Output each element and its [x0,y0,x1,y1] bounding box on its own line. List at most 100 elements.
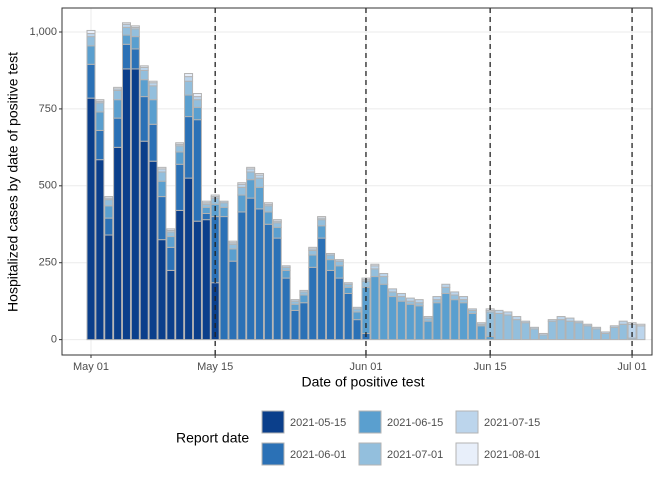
bar-segment [299,294,309,304]
bar-segment [325,269,335,341]
bar-segment [370,268,380,278]
bar-segment [104,217,114,236]
bar-segment [343,292,353,341]
bar-segment [228,240,238,244]
bar-segment [148,99,158,125]
bar-segment [334,260,344,267]
bar-segment [325,259,335,271]
bar-segment [396,300,406,341]
bar-segment [157,180,167,198]
bar-segment [583,325,593,341]
bar-segment [166,236,176,248]
bar-segment [388,288,398,293]
bar-segment [130,36,140,50]
bar-segment [556,316,566,321]
bar-segment [334,265,344,279]
legend-key [455,410,479,434]
bar-segment [308,246,318,250]
bar-segment [379,276,389,285]
bar-segment [95,111,105,131]
bar-segment [343,282,353,285]
legend-label: 2021-08-01 [484,449,540,461]
bar-segment [299,289,309,293]
bar-segment [308,249,318,256]
bar-segment [95,129,105,161]
bar-segment [255,177,265,188]
bar-segment [246,197,256,341]
bar-segment [299,302,309,341]
bar-segment [166,269,176,341]
bar-segment [263,223,273,341]
bar-segment [263,202,273,205]
bar-segment [600,332,610,341]
bar-segment [104,196,114,199]
bar-segment [86,45,96,65]
bar-segment [476,325,486,341]
bar-segment [139,65,149,68]
bar-segment [476,322,486,325]
bar-segment [219,202,229,208]
bar-segment [272,222,282,228]
x-axis-title: Date of positive test [302,374,425,390]
bar-segment [512,319,522,341]
bar-segment [317,237,327,341]
bar-segment [441,286,451,294]
bar-segment [166,246,176,271]
bar-segment [201,212,211,221]
bar-segment [450,299,460,341]
legend-label: 2021-07-15 [484,417,540,429]
plot-border [61,7,653,356]
bar-segment [219,200,229,204]
bar-segment [201,219,211,341]
bar-segment [379,272,389,278]
bar-segment [86,97,96,341]
bar-segment [396,296,406,302]
bar-segment [192,220,202,341]
bar-segment [574,320,584,324]
bar-segment [405,297,415,302]
bar-segment [290,299,300,302]
bar-segment [414,299,424,304]
bar-segment [139,69,149,81]
bar-segment [547,319,557,322]
bar-segment [184,73,194,78]
bar-segment [370,263,380,267]
bar-segment [370,276,380,341]
bar-segment [609,325,619,328]
legend-key [358,410,382,434]
bar-segment [450,291,460,296]
bar-segment [467,312,477,341]
bar-segment [325,252,335,256]
legend-key [455,442,479,466]
y-tick-label: 1,000 [29,26,57,38]
bar-segment [512,316,522,321]
bar-segment [121,22,131,25]
bar-segment [175,209,185,341]
bar-segment [352,319,362,341]
bar-segment [166,231,176,238]
x-tick-label: Jun 15 [474,361,507,373]
bar-segment [556,319,566,341]
bar-segment [255,173,265,176]
bar-segment [308,266,318,341]
bar-segment [423,320,433,341]
bar-segment [192,119,202,222]
bar-segment [246,166,256,170]
x-tick-label: May 01 [73,361,109,373]
bar-segment [352,306,362,310]
bar-segment [175,145,185,153]
bar-segment [192,106,202,121]
bar-segment [237,194,247,213]
bar-segment [538,332,548,336]
legend-label: 2021-06-01 [290,449,346,461]
bar-segment [157,239,167,341]
legend-key [358,442,382,466]
bar-segment [210,194,220,198]
bar-segment [184,80,194,96]
bar-segment [530,326,539,330]
bar-segment [290,303,300,311]
bar-segment [175,142,185,145]
bar-segment [281,265,291,268]
bar-segment [246,179,256,199]
